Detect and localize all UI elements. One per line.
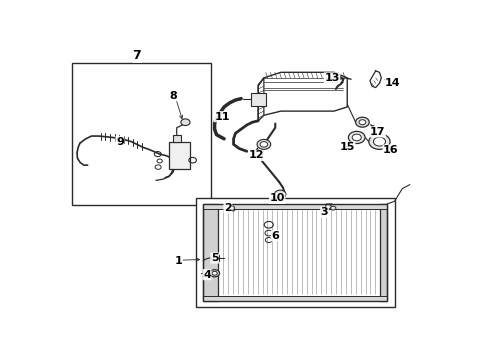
Circle shape — [358, 120, 365, 125]
Circle shape — [181, 119, 189, 126]
Circle shape — [351, 134, 361, 141]
Circle shape — [355, 117, 368, 127]
Text: 4: 4 — [203, 270, 210, 280]
Text: 15: 15 — [339, 142, 354, 152]
Text: 2: 2 — [224, 203, 231, 213]
Text: 9: 9 — [116, 136, 123, 147]
Bar — [250, 93, 265, 105]
Circle shape — [325, 204, 331, 209]
Text: 7: 7 — [132, 49, 141, 62]
Bar — [203, 204, 217, 301]
Bar — [210, 255, 219, 261]
Circle shape — [257, 139, 270, 149]
Bar — [203, 296, 386, 301]
Bar — [203, 204, 386, 301]
Text: 17: 17 — [369, 127, 385, 137]
Bar — [203, 204, 386, 209]
Text: 16: 16 — [382, 145, 398, 155]
Circle shape — [330, 206, 335, 210]
Circle shape — [228, 206, 234, 210]
Text: 8: 8 — [169, 91, 177, 101]
Text: 10: 10 — [269, 193, 284, 203]
Bar — [169, 141, 189, 169]
Text: 13: 13 — [324, 73, 339, 83]
Bar — [380, 204, 386, 301]
Bar — [72, 63, 210, 205]
Bar — [195, 198, 394, 307]
Circle shape — [368, 134, 389, 149]
Text: 12: 12 — [248, 150, 264, 161]
Circle shape — [274, 190, 285, 198]
Circle shape — [347, 131, 365, 144]
Text: 5: 5 — [210, 253, 218, 263]
Circle shape — [209, 270, 219, 277]
Text: 14: 14 — [384, 78, 400, 89]
Bar — [173, 135, 180, 141]
Text: 11: 11 — [214, 112, 229, 122]
Text: 1: 1 — [174, 256, 182, 266]
Circle shape — [373, 137, 385, 146]
Text: 3: 3 — [320, 207, 327, 217]
Circle shape — [260, 141, 267, 147]
Text: 6: 6 — [271, 231, 279, 241]
Circle shape — [211, 271, 217, 275]
